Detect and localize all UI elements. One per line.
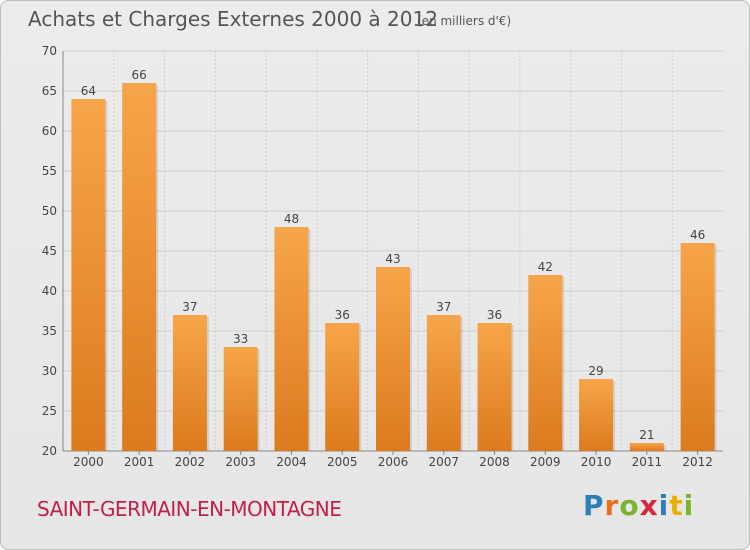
chart-unit: (en milliers d'€) xyxy=(417,14,512,28)
logo-letter: t xyxy=(669,489,684,522)
y-tick-label: 50 xyxy=(42,204,57,218)
data-label: 37 xyxy=(436,300,451,314)
y-tick-label: 60 xyxy=(42,124,57,138)
data-label: 66 xyxy=(132,68,147,82)
logo-letter: i xyxy=(683,489,695,522)
bar xyxy=(528,275,563,451)
bar xyxy=(223,347,258,451)
bar xyxy=(274,227,309,451)
x-tick-label: 2012 xyxy=(682,455,713,469)
x-tick-label: 2000 xyxy=(73,455,104,469)
data-label: 46 xyxy=(690,228,705,242)
y-tick-label: 30 xyxy=(42,364,57,378)
bar xyxy=(680,243,715,451)
x-tick-label: 2001 xyxy=(124,455,155,469)
bar xyxy=(325,323,360,451)
logo-letter: P xyxy=(583,489,605,522)
logo-letter: i xyxy=(658,489,670,522)
y-tick-label: 20 xyxy=(42,444,57,458)
logo-letter: o xyxy=(619,489,640,522)
bar xyxy=(122,83,157,451)
y-tick-label: 25 xyxy=(42,404,57,418)
data-label: 36 xyxy=(335,308,350,322)
y-tick-label: 40 xyxy=(42,284,57,298)
bar xyxy=(629,443,664,451)
x-tick-label: 2011 xyxy=(632,455,663,469)
bar xyxy=(71,99,106,451)
logo-letter: r xyxy=(604,489,620,522)
bar xyxy=(376,267,410,451)
x-tick-label: 2006 xyxy=(378,455,409,469)
y-tick-label: 45 xyxy=(42,244,57,258)
commune-name: SAINT-GERMAIN-EN-MONTAGNE xyxy=(37,497,342,521)
data-label: 43 xyxy=(385,252,400,266)
bar xyxy=(172,315,207,451)
proxiti-logo[interactable]: Proxiti xyxy=(583,489,694,522)
data-label: 33 xyxy=(233,332,248,346)
x-tick-label: 2005 xyxy=(327,455,358,469)
bar xyxy=(477,323,512,451)
labels: 20 25 30 35 40 45 50 55 60 65 70 64 2000 66 2001 37 2002… xyxy=(42,44,713,469)
data-label: 29 xyxy=(588,364,603,378)
bar xyxy=(579,379,614,451)
y-tick-label: 65 xyxy=(42,84,57,98)
bar xyxy=(426,315,461,451)
x-tick-label: 2010 xyxy=(581,455,612,469)
data-label: 36 xyxy=(487,308,502,322)
x-tick-label: 2002 xyxy=(175,455,206,469)
x-tick-label: 2008 xyxy=(479,455,510,469)
y-tick-label: 35 xyxy=(42,324,57,338)
bars xyxy=(71,83,717,451)
x-tick-label: 2004 xyxy=(276,455,307,469)
chart-title: Achats et Charges Externes 2000 à 2012 xyxy=(28,7,438,31)
y-tick-label: 55 xyxy=(42,164,57,178)
x-tick-label: 2009 xyxy=(530,455,561,469)
x-tick-label: 2003 xyxy=(225,455,256,469)
y-tick-label: 70 xyxy=(42,44,57,58)
logo-letter: x xyxy=(639,489,659,522)
x-tick-label: 2007 xyxy=(428,455,459,469)
data-label: 48 xyxy=(284,212,299,226)
data-label: 37 xyxy=(182,300,197,314)
data-label: 64 xyxy=(81,84,96,98)
data-label: 42 xyxy=(538,260,553,274)
data-label: 21 xyxy=(639,428,654,442)
